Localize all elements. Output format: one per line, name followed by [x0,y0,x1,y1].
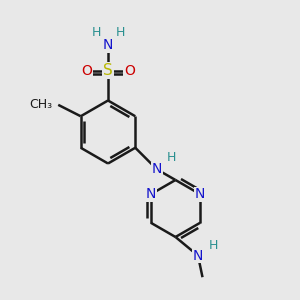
Text: N: N [195,187,206,201]
Text: N: N [146,187,156,201]
Text: H: H [116,26,125,39]
Text: S: S [103,63,113,78]
Text: H: H [208,238,218,252]
Text: N: N [193,249,203,262]
Text: H: H [92,26,101,39]
Text: N: N [103,38,113,52]
Text: H: H [167,152,176,164]
Text: O: O [81,64,92,77]
Text: N: N [152,162,162,176]
Text: CH₃: CH₃ [30,98,53,111]
Text: O: O [124,64,135,77]
